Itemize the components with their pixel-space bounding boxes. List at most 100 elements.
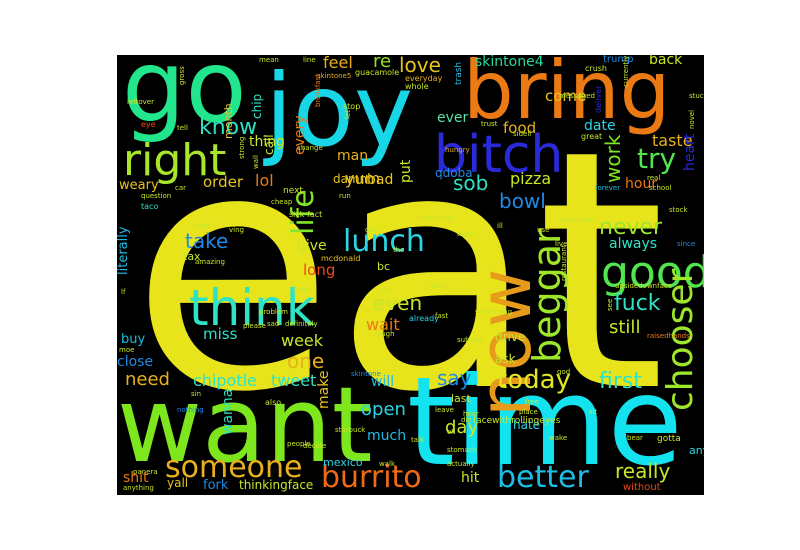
word: ok <box>447 428 456 436</box>
word: taco <box>141 202 159 211</box>
word: bc <box>377 260 391 273</box>
word: talk <box>411 436 425 444</box>
word: line <box>303 56 316 64</box>
word: week <box>281 331 324 350</box>
word: come <box>545 87 587 105</box>
word: trash <box>454 61 464 85</box>
word: school <box>649 184 672 192</box>
word: wait <box>366 315 400 334</box>
word: free <box>525 398 539 406</box>
word: leftover <box>127 98 154 106</box>
word: yum <box>345 169 381 188</box>
word: go <box>122 55 247 145</box>
word: never <box>599 215 663 240</box>
word: restaurant <box>560 244 568 282</box>
word: somebody <box>417 214 454 222</box>
word: damn <box>333 172 368 186</box>
word: fast <box>435 312 449 320</box>
word: still <box>609 317 641 338</box>
word: love <box>399 55 441 77</box>
word: die <box>461 416 472 424</box>
word: shit <box>123 470 149 486</box>
word: sob <box>453 171 489 195</box>
word: see <box>606 298 614 311</box>
word: subway <box>457 336 484 344</box>
word: take <box>185 229 229 253</box>
word: ever <box>437 110 469 126</box>
word: people <box>287 440 311 448</box>
word: qdoba <box>435 166 473 180</box>
word: will <box>371 374 395 390</box>
word: god <box>557 368 571 376</box>
word: moe <box>119 346 135 354</box>
word: stomach <box>447 446 478 454</box>
word: let <box>344 110 352 119</box>
word: burrito <box>321 460 422 495</box>
word: change <box>297 144 323 152</box>
word: someone <box>165 450 303 485</box>
word: hungry <box>445 146 470 154</box>
word: question <box>141 192 172 200</box>
word: gotta <box>657 434 681 444</box>
word: time <box>407 351 683 493</box>
word: wake <box>549 434 568 442</box>
word: month <box>222 103 235 139</box>
word: trust <box>481 120 498 128</box>
word: work <box>601 134 625 183</box>
word: place <box>519 408 538 416</box>
word: leave <box>435 406 454 414</box>
word: yeah <box>293 286 311 294</box>
word: weary <box>119 178 159 193</box>
word: bitch <box>434 125 564 185</box>
word: tweet <box>271 371 317 390</box>
word: eat <box>131 80 666 464</box>
word: anyone <box>689 444 704 457</box>
word: back <box>649 55 683 68</box>
word: last <box>451 392 471 405</box>
word: sad <box>267 320 280 328</box>
word: sit <box>589 408 598 416</box>
word: lol <box>255 171 274 190</box>
word: bear <box>627 434 643 442</box>
word: say <box>437 366 472 390</box>
word: real <box>647 174 661 182</box>
word: cheap <box>271 198 293 206</box>
word: actually <box>447 460 475 468</box>
word: please <box>243 322 266 330</box>
word: ask <box>495 352 516 366</box>
word: gross <box>178 66 186 85</box>
word: stuckouttongue <box>689 92 704 100</box>
word: trump <box>603 55 634 65</box>
word: miss <box>203 325 238 343</box>
word: mexico <box>323 456 363 469</box>
word: order <box>203 173 243 191</box>
word: strong <box>238 136 246 159</box>
word: even <box>373 291 423 315</box>
word: forever <box>595 184 621 192</box>
word: home <box>429 282 449 290</box>
word: man <box>337 148 369 164</box>
word: gym <box>365 226 381 234</box>
word: panera <box>133 468 158 476</box>
word: hold <box>195 222 211 230</box>
word: guacamole <box>355 68 400 77</box>
word: bowl <box>499 189 546 213</box>
word: pizza <box>510 169 552 188</box>
word: try <box>637 142 677 175</box>
word: want <box>117 364 373 486</box>
word: lunch <box>343 224 425 259</box>
word: call <box>262 134 276 155</box>
word: first <box>599 369 642 394</box>
word: nothing <box>177 406 204 414</box>
word: hour <box>625 176 658 192</box>
word: novel <box>688 109 696 129</box>
word: day <box>445 417 479 438</box>
word: something <box>475 308 513 316</box>
word: know <box>199 115 258 140</box>
word: stop <box>343 102 361 111</box>
word: put <box>398 159 414 183</box>
word: hear <box>463 410 479 418</box>
word: food <box>503 119 537 137</box>
word: lf <box>121 288 126 296</box>
word: really <box>615 459 671 483</box>
